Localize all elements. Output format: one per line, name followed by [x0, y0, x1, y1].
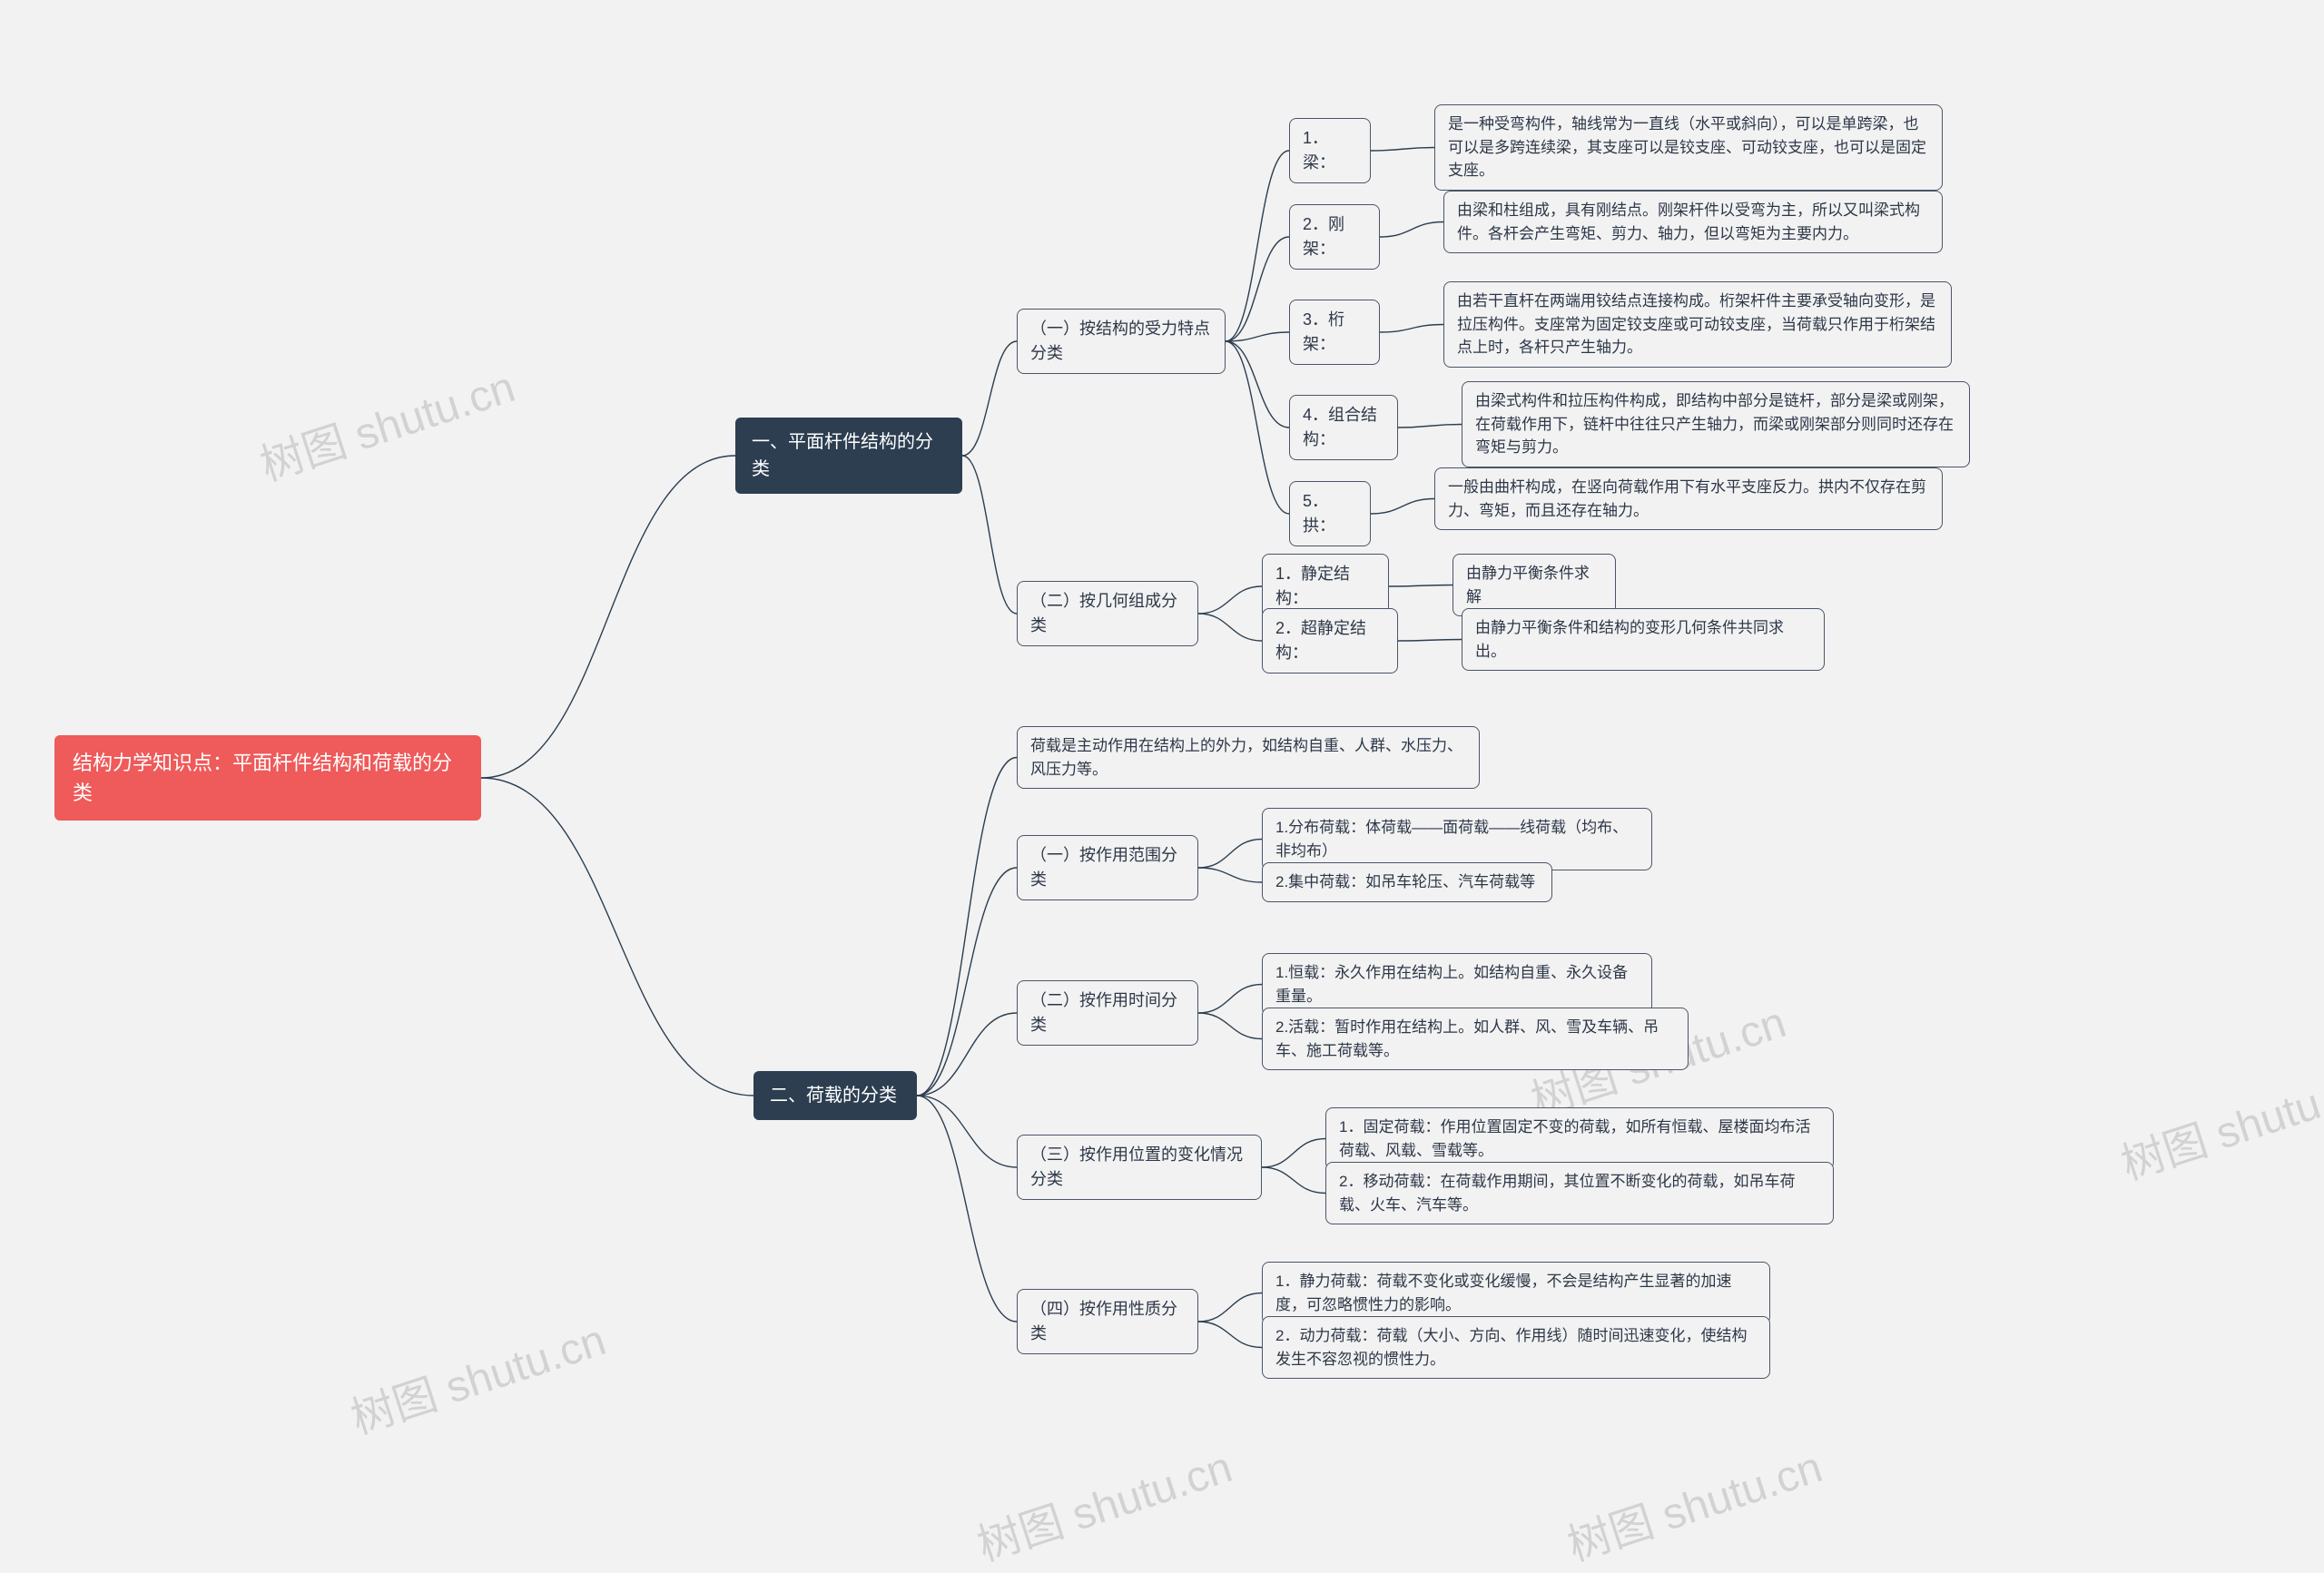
mindmap-canvas: 树图 shutu.cn树图 shutu.cn树图 shutu.cn树图 shut… — [0, 0, 2324, 1564]
node-s1a[interactable]: （一）按结构的受力特点分类 — [1017, 309, 1226, 374]
node-s1b2d[interactable]: 由静力平衡条件和结构的变形几何条件共同求出。 — [1462, 608, 1825, 671]
node-s1b2[interactable]: 2．超静定结构： — [1262, 608, 1398, 673]
node-s2[interactable]: 二、荷载的分类 — [753, 1071, 917, 1120]
node-s1a3[interactable]: 3．桁架： — [1289, 300, 1380, 365]
node-s1a2[interactable]: 2．刚架： — [1289, 204, 1380, 270]
node-s2d2[interactable]: 2．动力荷载：荷载（大小、方向、作用线）随时间迅速变化，使结构发生不容忽视的惯性… — [1262, 1316, 1770, 1379]
node-s1a1d[interactable]: 是一种受弯构件，轴线常为一直线（水平或斜向），可以是单跨梁，也可以是多跨连续梁，… — [1434, 104, 1943, 191]
node-s2a1[interactable]: 1.分布荷载：体荷载——面荷载——线荷载（均布、非均布） — [1262, 808, 1652, 870]
node-root[interactable]: 结构力学知识点：平面杆件结构和荷载的分类 — [54, 735, 481, 821]
node-s2d1[interactable]: 1．静力荷载：荷载不变化或变化缓慢，不会是结构产生显著的加速度，可忽略惯性力的影… — [1262, 1262, 1770, 1324]
node-s2c2[interactable]: 2．移动荷载：在荷载作用期间，其位置不断变化的荷载，如吊车荷载、火车、汽车等。 — [1325, 1162, 1834, 1224]
node-s1a2d[interactable]: 由梁和柱组成，具有刚结点。刚架杆件以受弯为主，所以又叫梁式构件。各杆会产生弯矩、… — [1443, 191, 1943, 253]
node-s1a5d[interactable]: 一般由曲杆构成，在竖向荷载作用下有水平支座反力。拱内不仅存在剪力、弯矩，而且还存… — [1434, 467, 1943, 530]
node-s2b[interactable]: （二）按作用时间分类 — [1017, 980, 1198, 1046]
node-s1b1d[interactable]: 由静力平衡条件求解 — [1452, 554, 1616, 616]
node-s1a5[interactable]: 5．拱： — [1289, 481, 1371, 546]
watermark: 树图 shutu.cn — [968, 1431, 1238, 1573]
node-s2a[interactable]: （一）按作用范围分类 — [1017, 835, 1198, 900]
watermark: 树图 shutu.cn — [251, 351, 521, 493]
node-s1a4[interactable]: 4．组合结构： — [1289, 395, 1398, 460]
node-s2a2[interactable]: 2.集中荷载：如吊车轮压、汽车荷载等 — [1262, 862, 1552, 902]
node-s1b[interactable]: （二）按几何组成分类 — [1017, 581, 1198, 646]
node-s2d[interactable]: （四）按作用性质分类 — [1017, 1289, 1198, 1354]
node-s1[interactable]: 一、平面杆件结构的分类 — [735, 418, 962, 494]
watermark: 树图 shutu.cn — [341, 1304, 612, 1446]
node-s2b1[interactable]: 1.恒载：永久作用在结构上。如结构自重、永久设备重量。 — [1262, 953, 1652, 1016]
node-s2b2[interactable]: 2.活载：暂时作用在结构上。如人群、风、雪及车辆、吊车、施工荷载等。 — [1262, 1008, 1689, 1070]
node-s2c1[interactable]: 1．固定荷载：作用位置固定不变的荷载，如所有恒载、屋楼面均布活荷载、风载、雪载等… — [1325, 1107, 1834, 1170]
watermark: 树图 shutu.cn — [1558, 1431, 1828, 1573]
node-s2c[interactable]: （三）按作用位置的变化情况分类 — [1017, 1135, 1262, 1200]
watermark: 树图 shutu.cn — [2112, 1050, 2324, 1192]
node-s1a4d[interactable]: 由梁式构件和拉压构件构成，即结构中部分是链杆，部分是梁或刚架，在荷载作用下，链杆… — [1462, 381, 1970, 467]
node-s1a1[interactable]: 1．梁： — [1289, 118, 1371, 183]
node-s1a3d[interactable]: 由若干直杆在两端用铰结点连接构成。桁架杆件主要承受轴向变形，是拉压构件。支座常为… — [1443, 281, 1952, 368]
node-s2top[interactable]: 荷载是主动作用在结构上的外力，如结构自重、人群、水压力、风压力等。 — [1017, 726, 1480, 789]
